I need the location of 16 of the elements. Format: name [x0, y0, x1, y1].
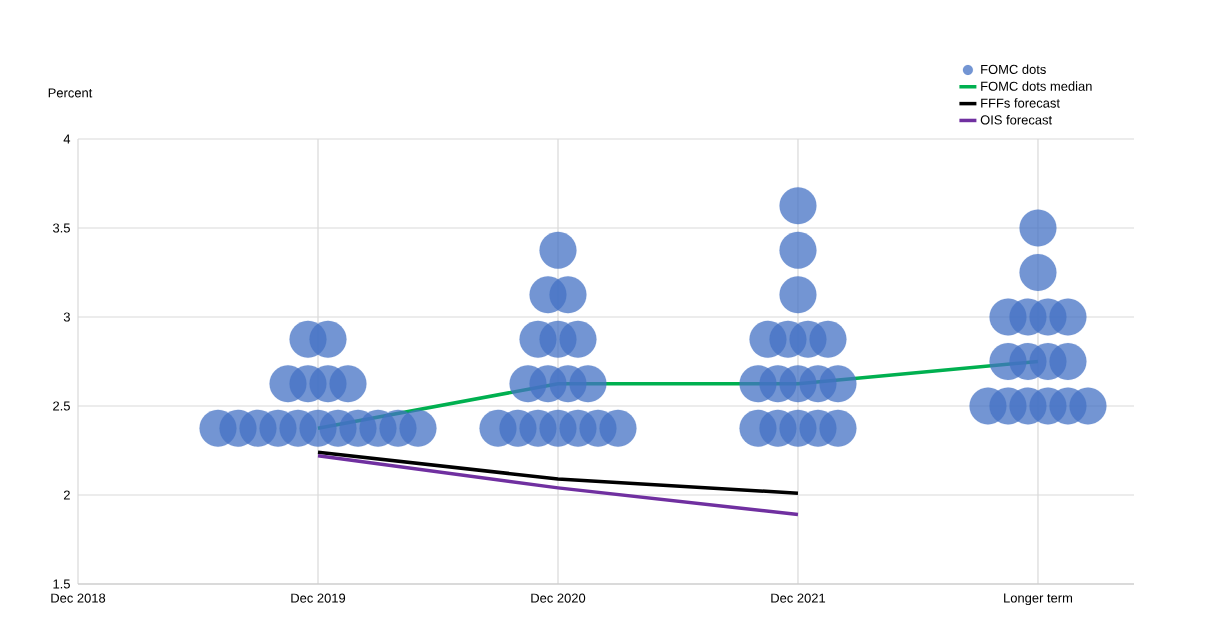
y-axis-title: Percent: [48, 88, 93, 98]
legend-label: OIS forecast: [980, 115, 1053, 125]
y-tick-label: 4: [63, 134, 71, 144]
y-tick-label: 3.5: [52, 223, 70, 233]
x-tick-label: Dec 2021: [771, 593, 826, 603]
y-tick-label: 3: [63, 312, 70, 322]
x-tick-label: Longer term: [1004, 593, 1073, 606]
x-tick-label: Dec 2019: [291, 593, 346, 603]
legend-label: FOMC dots: [981, 64, 1046, 74]
legend-label: FFFs forecast: [981, 98, 1060, 108]
y-tick-label: 1.5: [53, 579, 70, 589]
x-tick-label: Dec 2020: [531, 593, 586, 603]
y-tick-label: 2.5: [53, 401, 70, 411]
y-tick-label: 2: [63, 490, 70, 500]
legend-label: FOMC dots median: [981, 81, 1092, 91]
x-tick-label: Dec 2018: [51, 593, 106, 603]
